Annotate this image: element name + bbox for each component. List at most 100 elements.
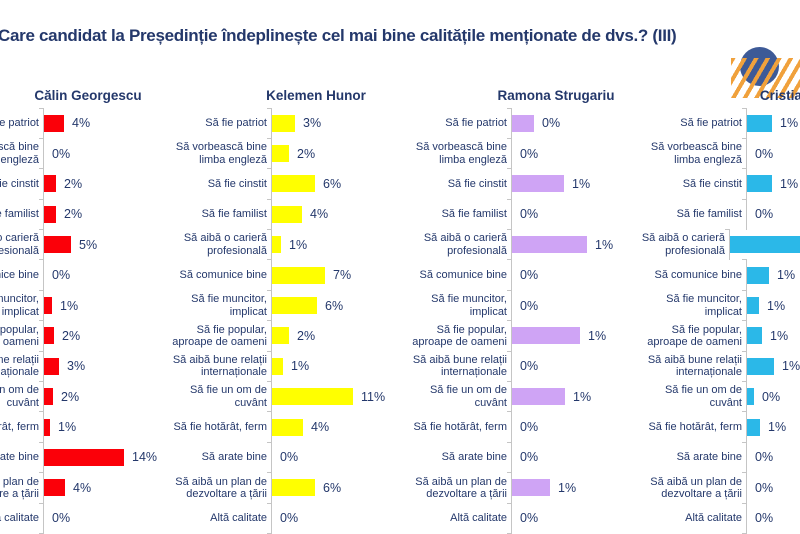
value-label: 5% <box>79 237 98 252</box>
page-title: Care candidat la Președinție îndeplineșt… <box>0 26 677 45</box>
category-label: Să fie familist <box>201 208 267 221</box>
bar-zone: 7% <box>267 259 423 291</box>
chart-row: Să aibă o carieră profesională 1% <box>395 229 663 260</box>
bar-zone: 1% <box>742 350 800 382</box>
bar <box>44 479 65 497</box>
category-label: Să vorbească bine limba engleză <box>650 141 742 166</box>
bar <box>272 175 315 193</box>
bar-zone: 5% <box>39 229 195 260</box>
chart-row: Să fie popular, aproape de oameni 2% <box>155 320 423 352</box>
bar-zone: 4% <box>267 198 423 230</box>
value-label: 0% <box>520 511 539 526</box>
value-label: 1% <box>588 328 607 343</box>
bar-zone: 0% <box>742 137 800 169</box>
bar <box>44 205 56 223</box>
value-label: 0% <box>520 359 539 374</box>
chart-row: Să vorbească bine limba engleză 0% <box>630 137 800 169</box>
value-label: 1% <box>780 176 799 191</box>
bar <box>44 297 52 315</box>
bar-zone: 0% <box>39 137 195 169</box>
bar-zone: 0% <box>507 107 663 139</box>
chart-row: Altă calitate 0% <box>630 502 800 534</box>
bar-zone: 1% <box>742 259 800 291</box>
category-label: Să fie cinstit <box>207 177 267 190</box>
category-label: Altă calitate <box>450 512 507 525</box>
category-label: Să arate bine <box>441 451 507 464</box>
chart-row: Să comunice bine 7% <box>155 259 423 291</box>
category-label: Să fie muncitor, implicat <box>191 293 267 318</box>
category-label: Să fie muncitor, implicat <box>431 293 507 318</box>
value-label: 2% <box>297 146 316 161</box>
value-label: 0% <box>520 420 539 435</box>
bar-zone: 2% <box>39 168 195 200</box>
bar <box>512 236 587 254</box>
bar-zone: 1% <box>742 168 800 200</box>
bar-zone: 3% <box>39 350 195 382</box>
category-label: Să aibă o carieră profesională <box>641 232 725 257</box>
bar-zone: 4% <box>39 107 195 139</box>
chart-row: Să aibă o carieră profesională <box>630 229 800 260</box>
bar-zone: 0% <box>267 441 423 473</box>
bar <box>272 297 317 315</box>
value-label: 14% <box>132 450 158 465</box>
bar-zone: 14% <box>39 441 195 473</box>
category-label: Să fie un om de cuvânt <box>189 384 267 409</box>
bar-zone: 6% <box>267 289 423 321</box>
chart-row: Să fie hotărât, ferm 4% <box>155 411 423 443</box>
value-label: 4% <box>73 480 92 495</box>
bar-zone: 0% <box>507 411 663 443</box>
value-label: 3% <box>67 359 86 374</box>
value-label: 1% <box>595 237 614 252</box>
bar-zone: 0% <box>39 259 195 291</box>
category-label: Să arate bine <box>676 451 742 464</box>
chart-row: Să arate bine 0% <box>395 441 663 473</box>
category-label: Să aibă o carieră profesională <box>423 232 507 257</box>
chart-row: Să fie patriot 1% <box>630 107 800 139</box>
category-label: Să vorbească bine limba engleză <box>175 141 267 166</box>
bar-zone: 1% <box>742 320 800 352</box>
chart-row: Să fie popular, aproape de oameni 1% <box>395 320 663 352</box>
bar-zone: 1% <box>742 289 800 321</box>
chart-row: Să fie familist 4% <box>155 198 423 230</box>
category-label: Să fie muncitor, implicat <box>0 293 39 318</box>
bar <box>272 205 302 223</box>
bar <box>747 357 774 375</box>
value-label: 1% <box>780 116 799 131</box>
category-label: Să aibă un plan de dezvoltare a țării <box>650 475 742 500</box>
category-label: Să vorbească bine limba engleză <box>415 141 507 166</box>
value-label: 2% <box>64 176 83 191</box>
bar-zone: 3% <box>267 107 423 139</box>
value-label: 1% <box>768 420 787 435</box>
bar <box>272 236 281 254</box>
value-label: 1% <box>767 298 786 313</box>
category-label: Să fie patriot <box>205 117 267 130</box>
category-label: Să aibă bune relații internaționale <box>172 354 267 379</box>
bar <box>512 175 564 193</box>
category-label: Să fie cinstit <box>447 177 507 190</box>
bar-zone: 1% <box>507 320 663 352</box>
bar-zone: 4% <box>267 411 423 443</box>
bar <box>44 388 53 406</box>
value-label: 2% <box>297 328 316 343</box>
bar <box>272 479 315 497</box>
chart-row: Să fie un om de cuvânt 1% <box>395 381 663 412</box>
value-label: 1% <box>289 237 308 252</box>
column-rows: Să fie patriot 0% Să vorbească bine limba … <box>395 107 663 534</box>
value-label: 0% <box>755 146 774 161</box>
chart-row: Să fie muncitor, implicat 6% <box>155 289 423 321</box>
value-label: 1% <box>573 389 592 404</box>
chart-row: Să aibă o carieră profesională 1% <box>155 229 423 260</box>
bar <box>44 327 54 345</box>
bar <box>272 357 283 375</box>
bar-zone: 0% <box>742 502 800 534</box>
chart-row: Altă calitate 0% <box>155 502 423 534</box>
category-label: Să fie cinstit <box>682 177 742 190</box>
bar-zone: 2% <box>39 320 195 352</box>
chart-row: Să comunice bine 1% <box>630 259 800 291</box>
bar <box>272 114 295 132</box>
bar <box>747 266 769 284</box>
value-label: 0% <box>520 146 539 161</box>
chart-row: Să fie familist 2% <box>0 198 195 230</box>
category-label: Să fie cinstit <box>0 177 39 190</box>
